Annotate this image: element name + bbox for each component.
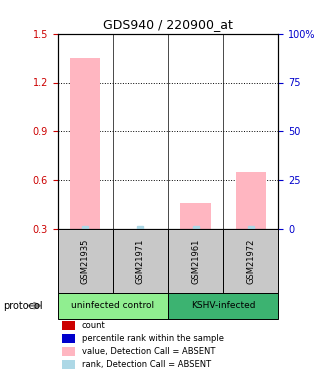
FancyBboxPatch shape <box>58 229 113 292</box>
Text: KSHV-infected: KSHV-infected <box>191 301 255 310</box>
Bar <box>180 203 211 229</box>
Text: count: count <box>82 321 106 330</box>
Bar <box>62 334 75 343</box>
FancyBboxPatch shape <box>223 229 278 292</box>
Bar <box>62 347 75 356</box>
Text: GSM21972: GSM21972 <box>246 238 255 284</box>
Text: percentile rank within the sample: percentile rank within the sample <box>82 334 224 343</box>
Title: GDS940 / 220900_at: GDS940 / 220900_at <box>103 18 233 31</box>
Text: GSM21971: GSM21971 <box>136 238 145 284</box>
Text: value, Detection Call = ABSENT: value, Detection Call = ABSENT <box>82 347 215 356</box>
Text: protocol: protocol <box>3 301 43 310</box>
FancyBboxPatch shape <box>168 229 223 292</box>
Bar <box>70 58 100 229</box>
Text: uninfected control: uninfected control <box>71 301 154 310</box>
FancyBboxPatch shape <box>58 292 168 319</box>
Bar <box>62 360 75 369</box>
FancyBboxPatch shape <box>113 229 168 292</box>
Text: GSM21935: GSM21935 <box>81 238 90 284</box>
Text: GSM21961: GSM21961 <box>191 238 200 284</box>
Text: rank, Detection Call = ABSENT: rank, Detection Call = ABSENT <box>82 360 211 369</box>
Bar <box>62 321 75 330</box>
FancyBboxPatch shape <box>168 292 278 319</box>
Bar <box>236 172 266 229</box>
